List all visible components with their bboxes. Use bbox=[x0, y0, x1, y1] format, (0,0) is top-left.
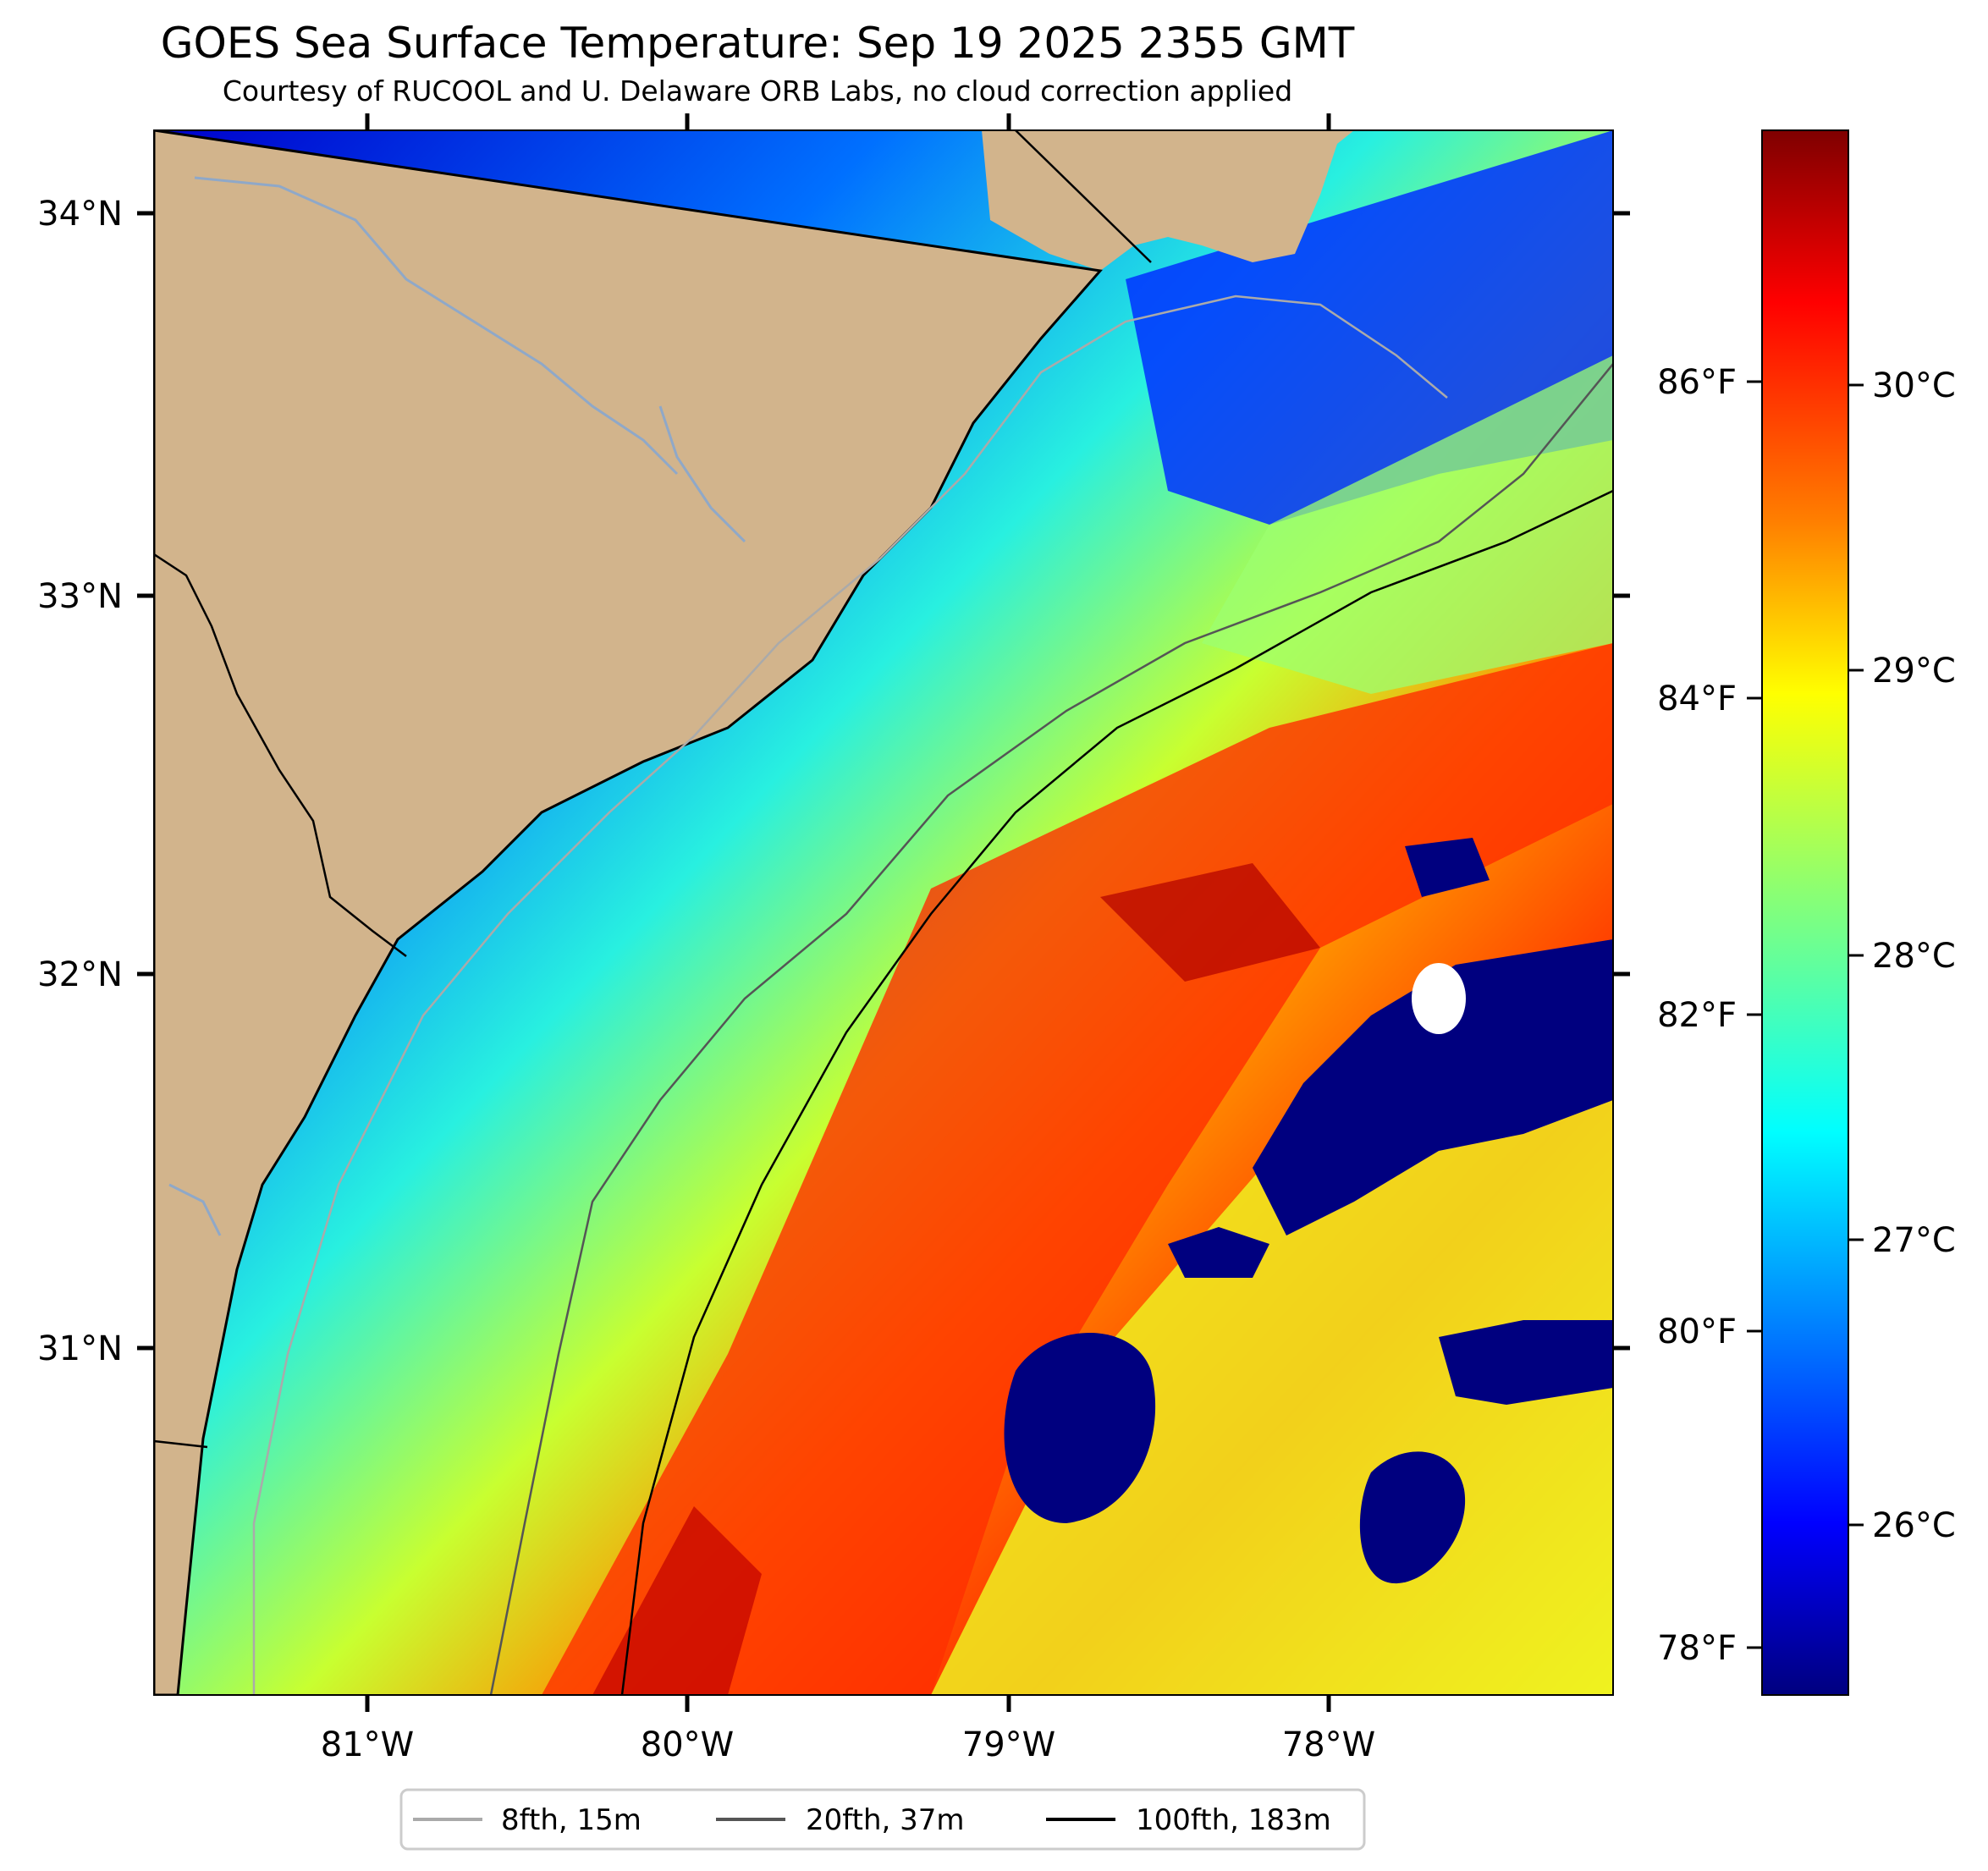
cloud-mask-2 bbox=[1004, 1333, 1156, 1523]
legend-label: 20fth, 37m bbox=[806, 1803, 965, 1837]
land-mainland bbox=[154, 130, 1103, 1695]
lat-label: 31°N bbox=[37, 1329, 123, 1368]
legend-box bbox=[399, 1788, 1366, 1851]
no-data-patch bbox=[1412, 963, 1466, 1034]
isobath-20fth bbox=[489, 363, 1613, 1695]
sst-mid-region bbox=[1202, 355, 1613, 694]
colorbar-f-label: 84°F bbox=[1657, 680, 1737, 718]
isobath-100fth bbox=[620, 489, 1613, 1695]
river-1 bbox=[194, 176, 679, 476]
cloud-mask-5 bbox=[1168, 1227, 1269, 1278]
state-border-1 bbox=[154, 553, 407, 957]
river-2 bbox=[658, 405, 746, 543]
sst-hot-spot bbox=[1100, 863, 1320, 982]
cloud-mask-3 bbox=[1359, 1451, 1466, 1584]
lat-label: 34°N bbox=[37, 195, 123, 234]
lat-label: 33°N bbox=[37, 577, 123, 616]
colorbar-f-label: 86°F bbox=[1657, 363, 1737, 402]
lat-label: 32°N bbox=[37, 955, 123, 994]
colorbar-c-label: 29°C bbox=[1872, 652, 1956, 691]
sst-warm-core bbox=[542, 643, 1613, 1695]
map-frame bbox=[153, 129, 1614, 1696]
colorbar: 86°F 84°F 82°F 80°F 78°F 30°C 29°C 28°C … bbox=[1657, 129, 1956, 1696]
legend-label: 100fth, 183m bbox=[1136, 1803, 1331, 1837]
lon-label: 80°W bbox=[641, 1725, 734, 1764]
colorbar-gradient bbox=[1761, 129, 1849, 1696]
sst-map bbox=[154, 130, 1613, 1695]
cloud-mask-4 bbox=[1439, 1320, 1613, 1405]
lon-label: 78°W bbox=[1282, 1725, 1375, 1764]
land-north bbox=[154, 130, 1354, 271]
cloud-mask-6 bbox=[1405, 838, 1490, 897]
river-3 bbox=[168, 1183, 222, 1236]
state-border-2 bbox=[1015, 130, 1152, 263]
lon-label: 79°W bbox=[962, 1725, 1055, 1764]
colorbar-c-label: 30°C bbox=[1872, 366, 1956, 405]
map-title: GOES Sea Surface Temperature: Sep 19 202… bbox=[160, 19, 1355, 68]
longitude-axis: 81°W 80°W 79°W 78°W bbox=[321, 113, 1375, 1764]
sst-hot-spot-south bbox=[592, 1506, 762, 1695]
latitude-axis: 34°N 33°N 32°N 31°N bbox=[37, 195, 1630, 1368]
colorbar-f-label: 80°F bbox=[1657, 1312, 1737, 1351]
colorbar-f-label: 82°F bbox=[1657, 996, 1737, 1035]
colorbar-c-label: 26°C bbox=[1872, 1506, 1956, 1545]
state-border-3 bbox=[154, 1439, 208, 1449]
cloud-mask-1 bbox=[1253, 939, 1613, 1235]
colorbar-c-label: 27°C bbox=[1872, 1221, 1956, 1260]
legend-label: 8fth, 15m bbox=[501, 1803, 642, 1837]
isobath-8fth bbox=[252, 294, 1448, 1695]
map-subtitle: Courtesy of RUCOOL and U. Delaware ORB L… bbox=[222, 74, 1293, 107]
colorbar-f-label: 78°F bbox=[1657, 1629, 1737, 1668]
colorbar-c-label: 28°C bbox=[1872, 937, 1956, 976]
lon-label: 81°W bbox=[321, 1725, 414, 1764]
legend: 8fth, 15m 20fth, 37m 100fth, 183m bbox=[399, 1788, 1366, 1851]
